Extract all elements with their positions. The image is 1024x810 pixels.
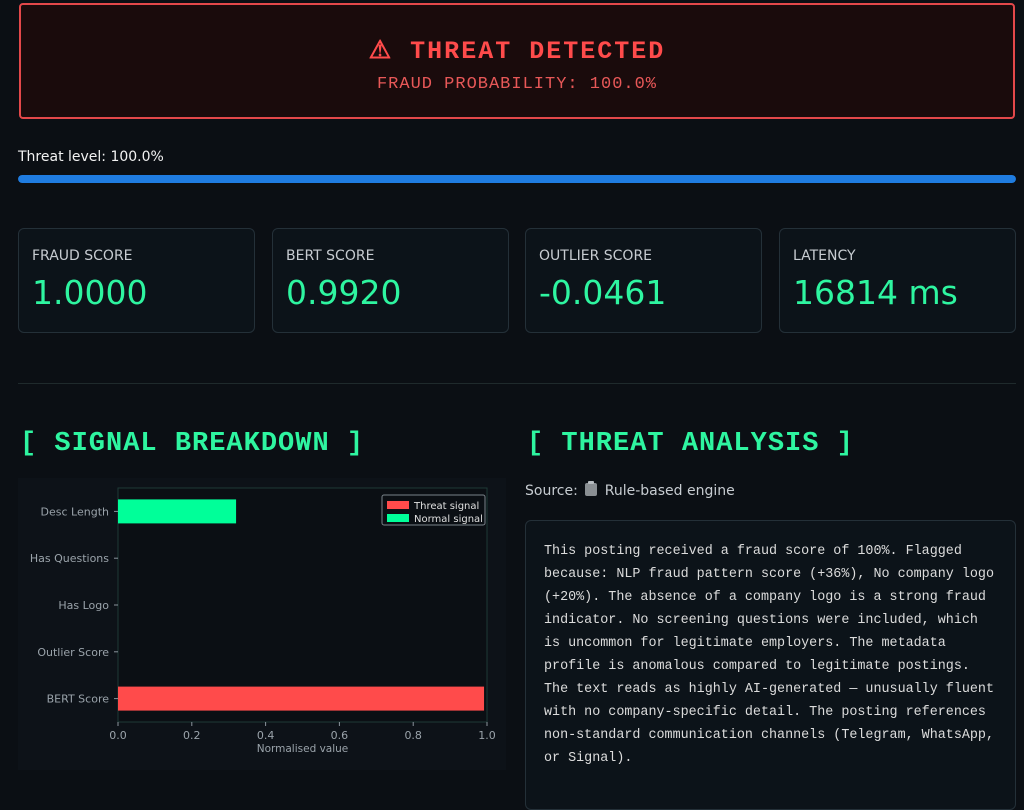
plot-area: [117, 487, 488, 723]
y-tick-label: BERT Score: [47, 693, 110, 706]
metric-card-outlier-score: OUTLIER SCORE -0.0461: [525, 228, 762, 333]
metric-value: 1.0000: [32, 273, 148, 312]
threat-analysis-text: This posting received a fraud score of 1…: [544, 544, 994, 766]
metric-card-fraud-score: FRAUD SCORE 1.0000: [18, 228, 255, 333]
signal-breakdown-chart-svg: Desc Length Has Questions Has Logo Outlier …: [30, 487, 496, 755]
y-tick-label: Outlier Score: [37, 646, 109, 659]
bar: [118, 686, 485, 711]
x-tick-label: 0.6: [331, 729, 349, 742]
x-tick-label: 1.0: [478, 729, 496, 742]
source-prefix: Source:: [525, 483, 578, 499]
x-axis-label: Normalised value: [257, 743, 349, 755]
legend-label: Threat signal: [413, 501, 479, 512]
y-tick-label: Desc Length: [41, 505, 109, 518]
x-tick-label: 0.8: [404, 729, 422, 742]
metric-value: -0.0461: [539, 273, 667, 312]
metric-label: OUTLIER SCORE: [539, 248, 653, 264]
x-tick-label: 0.2: [183, 729, 201, 742]
section-divider: [18, 383, 1016, 384]
threat-analysis-title: [ THREAT ANALYSIS ]: [527, 429, 854, 459]
x-tick-label: 0.0: [109, 729, 127, 742]
banner-subtitle: FRAUD PROBABILITY: 100.0%: [376, 75, 658, 94]
threat-analysis-text-box: This posting received a fraud score of 1…: [525, 520, 1016, 810]
metric-card-latency: LATENCY 16814 ms: [779, 228, 1016, 333]
threat-level-progress-bar: [18, 175, 1016, 183]
metric-value: 16814 ms: [793, 273, 958, 312]
metric-card-bert-score: BERT SCORE 0.9920: [272, 228, 509, 333]
y-tick-label: Has Logo: [58, 599, 109, 612]
y-tick-label: Has Questions: [30, 552, 109, 565]
legend-swatch: [387, 501, 409, 509]
signal-breakdown-chart: Desc Length Has Questions Has Logo Outlier …: [18, 478, 506, 770]
legend-swatch: [387, 514, 409, 522]
metric-label: FRAUD SCORE: [32, 248, 133, 264]
clipboard-icon: [585, 481, 598, 496]
metric-label: LATENCY: [793, 248, 856, 264]
threat-level-label: Threat level: 100.0%: [18, 149, 164, 165]
banner-title: ⚠ THREAT DETECTED: [368, 37, 666, 66]
threat-level-progress-fill: [18, 175, 1016, 183]
signal-breakdown-title: [ SIGNAL BREAKDOWN ]: [20, 429, 365, 459]
bar: [118, 499, 237, 524]
x-tick-label: 0.4: [257, 729, 275, 742]
threat-banner: ⚠ THREAT DETECTED FRAUD PROBABILITY: 100…: [19, 3, 1015, 119]
metric-label: BERT SCORE: [286, 248, 375, 264]
legend-label: Normal signal: [414, 514, 483, 525]
analysis-source: Source: Rule-based engine: [525, 481, 735, 499]
metric-value: 0.9920: [286, 273, 402, 312]
source-name: Rule-based engine: [604, 483, 735, 499]
